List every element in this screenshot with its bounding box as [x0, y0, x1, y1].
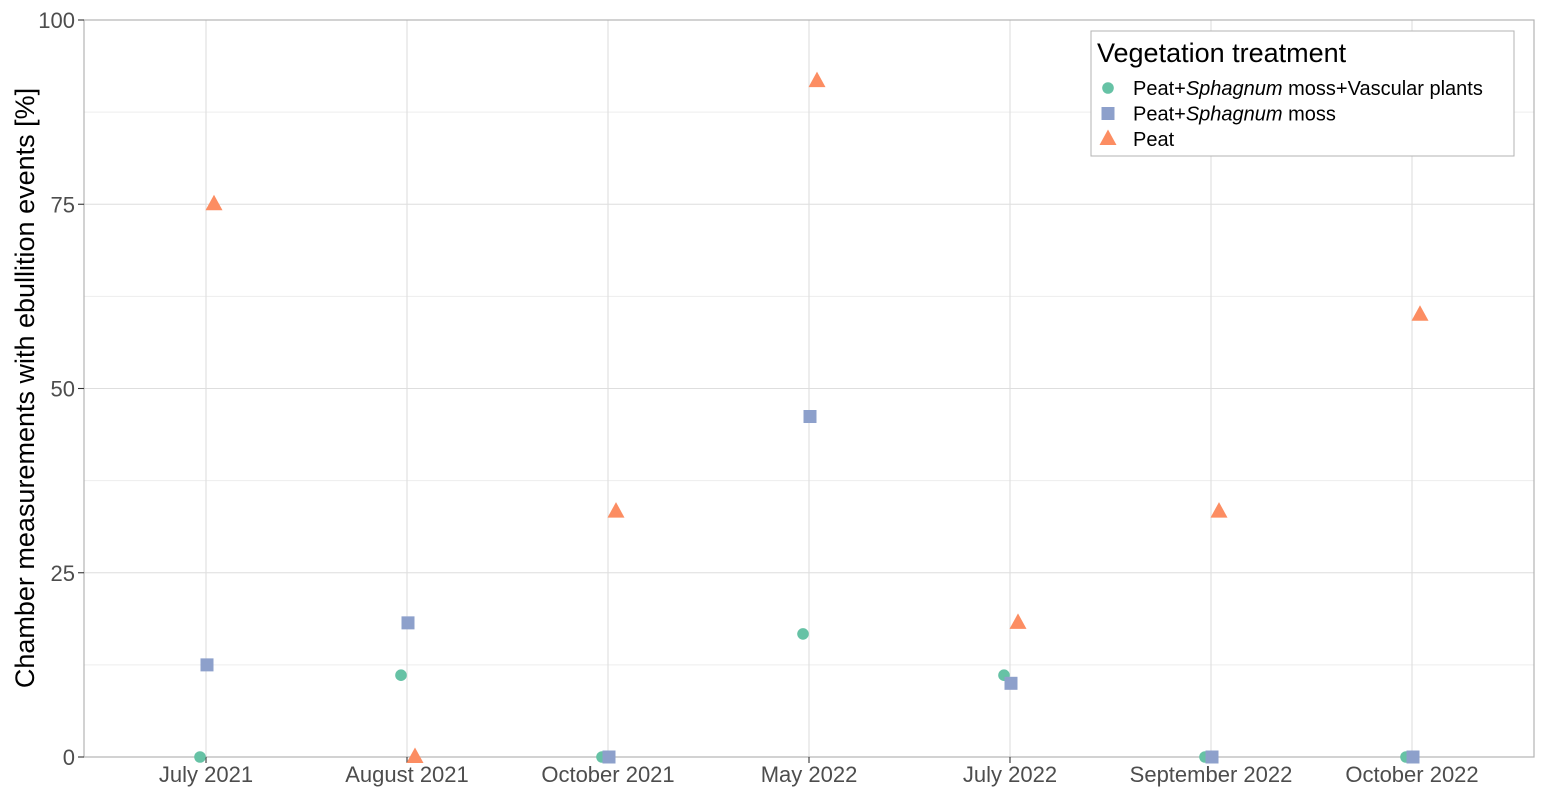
data-points	[194, 71, 1429, 764]
data-point-square	[1004, 676, 1018, 690]
data-point-square	[401, 616, 415, 630]
legend-key-square	[1101, 107, 1115, 120]
data-point-circle	[194, 751, 206, 763]
x-tick-label: July 2022	[963, 762, 1057, 787]
x-tick-label: September 2022	[1130, 762, 1293, 787]
y-tick-label: 25	[51, 561, 75, 586]
legend: Vegetation treatment Peat+Sphagnum moss+…	[1090, 30, 1515, 157]
legend-label: Peat	[1133, 129, 1175, 151]
legend-key-circle	[1102, 82, 1114, 94]
data-point-triangle	[808, 71, 826, 88]
data-point-circle	[797, 628, 809, 640]
legend-box	[1090, 30, 1515, 157]
legend-key-triangle	[1099, 129, 1117, 145]
x-tick-label: May 2022	[761, 762, 858, 787]
y-tick-label: 75	[51, 192, 75, 217]
data-point-triangle	[1210, 502, 1228, 518]
x-tick-label: August 2021	[345, 762, 469, 787]
data-point-square	[602, 750, 616, 764]
data-point-circle	[395, 669, 407, 681]
data-point-triangle	[406, 747, 424, 763]
data-point-triangle	[205, 194, 223, 211]
data-point-triangle	[607, 502, 625, 518]
data-point-square	[1406, 750, 1420, 764]
legend-label: Peat+Sphagnum moss	[1133, 104, 1336, 126]
data-point-triangle	[1411, 305, 1429, 321]
legend-items: Peat+Sphagnum moss+Vascular plants Peat+S…	[1099, 78, 1483, 151]
y-tick-label: 0	[63, 745, 75, 770]
y-tick-label: 100	[38, 8, 75, 33]
x-tick-label: October 2021	[541, 762, 674, 787]
data-point-triangle	[1009, 613, 1027, 629]
legend-title: Vegetation treatment	[1097, 38, 1347, 68]
y-tick-label: 50	[51, 377, 75, 402]
y-axis-ticks: 0 25 50 75 100	[38, 8, 84, 770]
x-tick-label: July 2021	[159, 762, 253, 787]
y-axis-title: Chamber measurements with ebullition eve…	[10, 88, 40, 688]
x-axis-ticks: July 2021 August 2021 October 2021 May 2022…	[159, 757, 1479, 787]
data-point-square	[200, 658, 214, 672]
data-point-square	[1205, 750, 1219, 764]
legend-label: Peat+Sphagnum moss+Vascular plants	[1133, 78, 1483, 100]
x-tick-label: October 2022	[1345, 762, 1478, 787]
data-point-square	[803, 410, 817, 424]
